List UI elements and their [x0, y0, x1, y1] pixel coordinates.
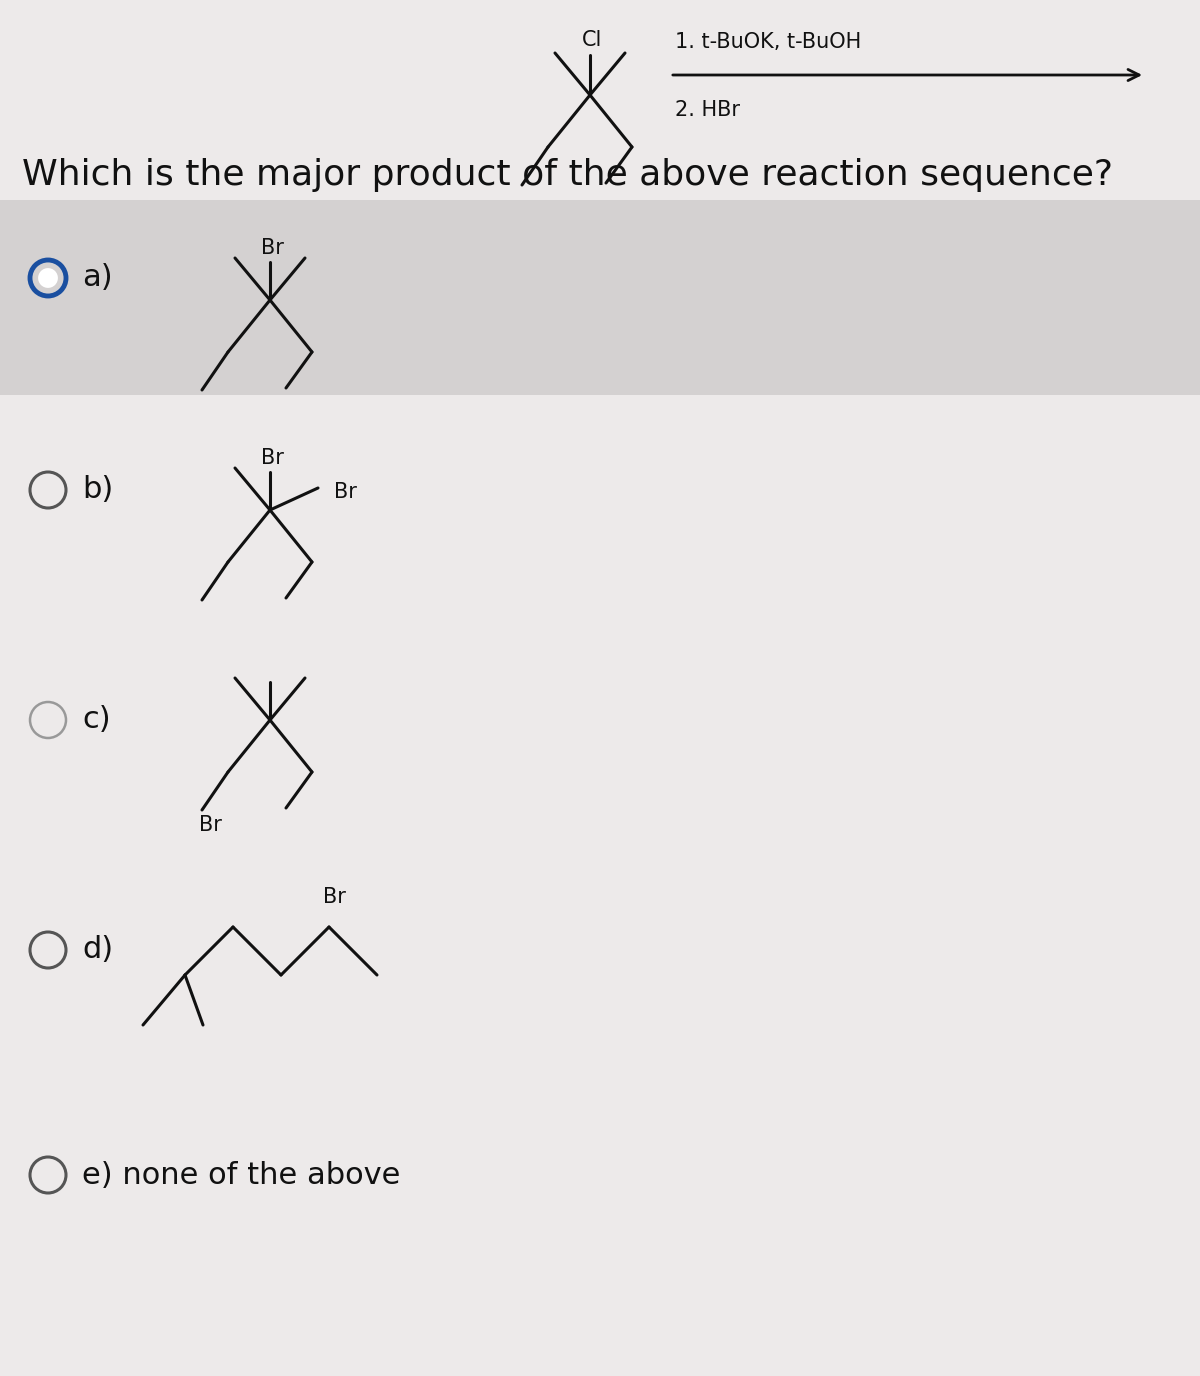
- Bar: [0, 200, 1200, 395]
- Text: Which is the major product of the above reaction sequence?: Which is the major product of the above …: [22, 158, 1114, 193]
- Text: Br: Br: [334, 482, 356, 502]
- Text: b): b): [82, 476, 113, 505]
- Text: Cl: Cl: [582, 30, 602, 50]
- Text: e) none of the above: e) none of the above: [82, 1160, 401, 1189]
- Text: Br: Br: [260, 449, 283, 468]
- Text: a): a): [82, 263, 113, 293]
- Text: d): d): [82, 936, 113, 965]
- Text: 1. t-BuOK, t-BuOH: 1. t-BuOK, t-BuOH: [674, 32, 862, 52]
- Text: Br: Br: [198, 815, 222, 835]
- Text: 2. HBr: 2. HBr: [674, 100, 740, 120]
- Text: Br: Br: [323, 888, 346, 907]
- Text: Br: Br: [260, 238, 283, 259]
- Circle shape: [38, 268, 58, 288]
- Text: c): c): [82, 706, 110, 735]
